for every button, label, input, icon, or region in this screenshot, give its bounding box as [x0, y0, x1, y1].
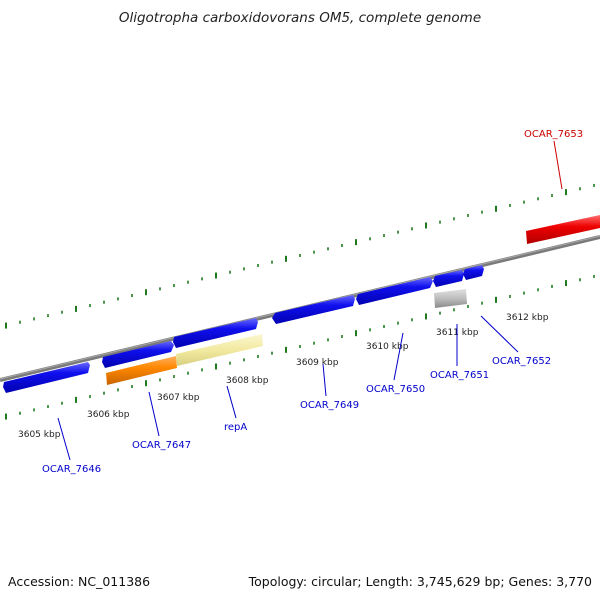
outer-tick-row — [5, 183, 595, 329]
gene-label-OCAR_7649[interactable]: OCAR_7649 — [300, 400, 359, 411]
cds-arrow[interactable] — [3, 362, 90, 393]
leader-OCAR_7647 — [148, 391, 160, 437]
leader-OCAR_7650 — [393, 332, 404, 381]
inner-tick-row — [5, 274, 595, 420]
accession-text: Accession: NC_011386 — [8, 574, 150, 589]
feature-OCAR_7653[interactable] — [526, 215, 600, 244]
leader-repA — [226, 385, 237, 419]
scale-label-3609: 3609 kbp — [296, 358, 339, 368]
cds-arrow[interactable] — [102, 341, 174, 368]
cds-arrow[interactable] — [356, 277, 433, 305]
leader-OCAR_7649 — [322, 363, 327, 397]
cds-arrow[interactable] — [173, 318, 258, 348]
feature-repA[interactable] — [176, 334, 263, 366]
scale-label-3607: 3607 kbp — [157, 393, 200, 403]
feature-OCAR_7647[interactable] — [102, 341, 174, 368]
feature-OCAR_7652[interactable] — [463, 265, 484, 280]
feature-OCAR_7647-lower[interactable] — [106, 356, 177, 385]
feature-OCAR_7649[interactable] — [272, 295, 355, 324]
scale-label-3606: 3606 kbp — [87, 410, 130, 420]
cds-arrow[interactable] — [272, 295, 355, 324]
cds-arrow[interactable] — [433, 270, 464, 287]
gene-label-OCAR_7651[interactable]: OCAR_7651 — [430, 370, 489, 381]
feature-repA-top[interactable] — [173, 318, 258, 348]
gene-label-OCAR_7646[interactable]: OCAR_7646 — [42, 464, 101, 475]
gene-label-OCAR_7652[interactable]: OCAR_7652 — [492, 356, 551, 367]
feature-OCAR_7651-blue[interactable] — [433, 270, 464, 287]
leader-OCAR_7652 — [480, 315, 519, 353]
gene-labels: OCAR_7646 OCAR_7647 repA OCAR_7649 OCAR_… — [42, 129, 583, 475]
scale-label-3612: 3612 kbp — [506, 313, 549, 323]
scale-label-3605: 3605 kbp — [18, 430, 61, 440]
cds-block-orange[interactable] — [106, 356, 177, 385]
cds-block-gray[interactable] — [434, 289, 467, 308]
gene-label-OCAR_7653[interactable]: OCAR_7653 — [524, 129, 583, 140]
cds-arrow[interactable] — [463, 265, 484, 280]
gene-label-OCAR_7650[interactable]: OCAR_7650 — [366, 384, 425, 395]
gene-label-repA[interactable]: repA — [224, 422, 247, 433]
leader-lines — [57, 140, 563, 461]
feature-OCAR_7646[interactable] — [3, 362, 90, 393]
cds-block-red[interactable] — [526, 215, 600, 244]
scale-label-3608: 3608 kbp — [226, 376, 269, 386]
topology-text: Topology: circular; Length: 3,745,629 bp… — [248, 574, 592, 589]
map-title: Oligotropha carboxidovorans OM5, complet… — [119, 10, 481, 26]
leader-OCAR_7653 — [553, 140, 563, 190]
feature-OCAR_7651[interactable] — [434, 289, 467, 308]
feature-OCAR_7650[interactable] — [356, 277, 433, 305]
leader-OCAR_7646 — [57, 417, 71, 461]
scale-label-3610: 3610 kbp — [366, 342, 409, 352]
gene-label-OCAR_7647[interactable]: OCAR_7647 — [132, 440, 191, 451]
cds-block-yellow[interactable] — [176, 334, 263, 366]
